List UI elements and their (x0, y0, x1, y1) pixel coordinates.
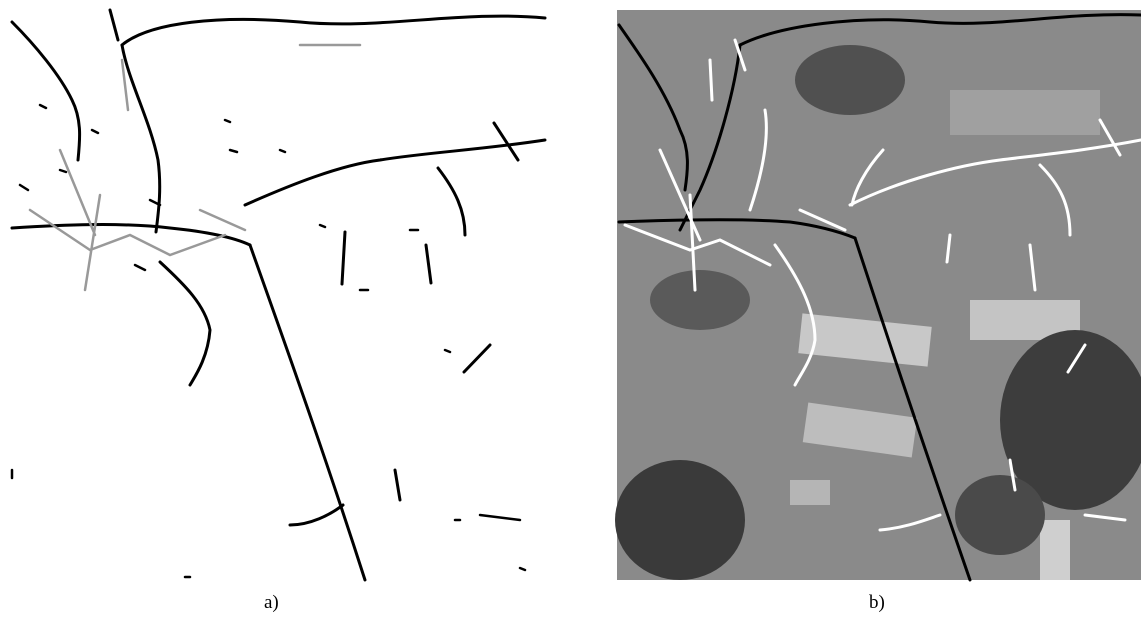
figure-graphics (0, 0, 1141, 619)
panel-a-image (10, 10, 545, 580)
panel-b-image (615, 10, 1141, 580)
panel-caption: b) (869, 592, 885, 614)
figure: a) b) (0, 0, 1141, 619)
panel-caption: a) (264, 592, 279, 614)
